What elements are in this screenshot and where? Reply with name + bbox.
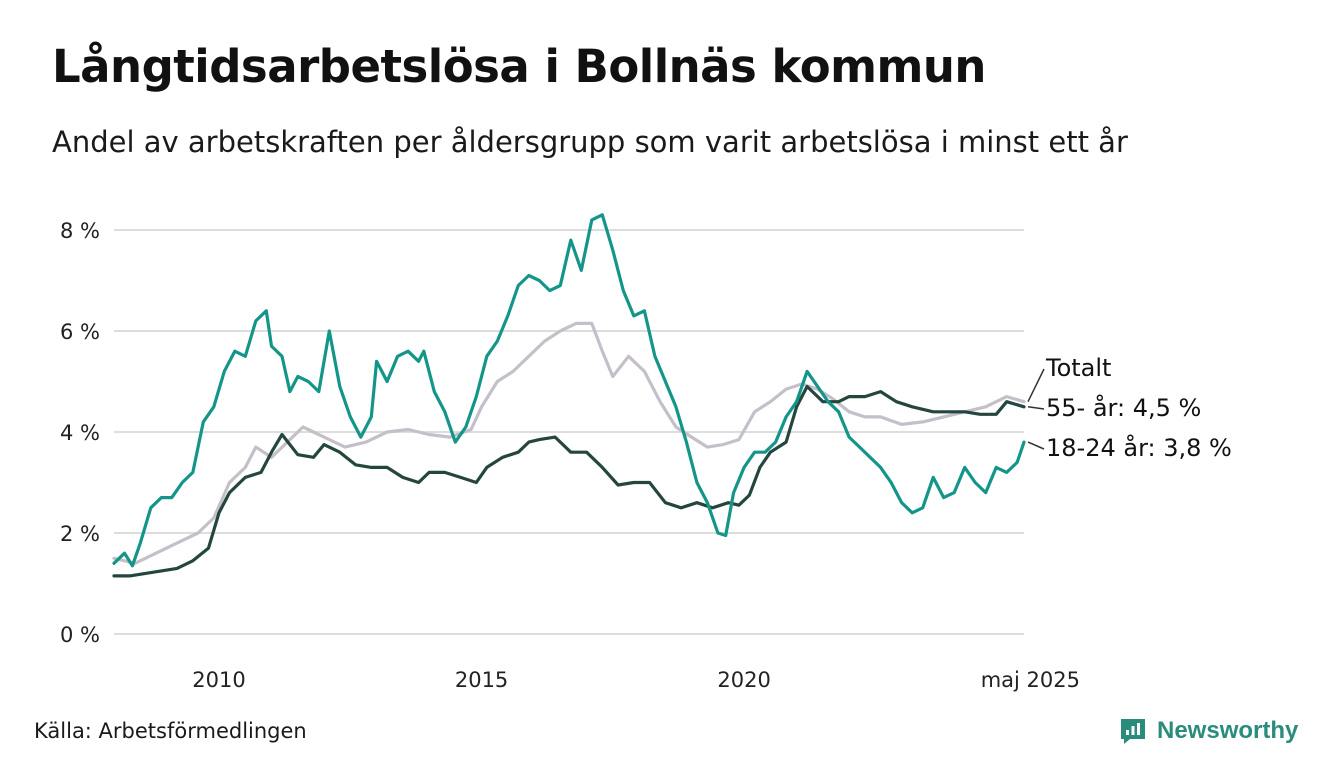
end-labels: Totalt 55- år: 4,5 % 18-24 år: 3,8 % — [1027, 354, 1232, 462]
brand-name: Newsworthy — [1157, 717, 1299, 744]
end-label-totalt: Totalt — [1045, 354, 1111, 382]
chart-subtitle: Andel av arbetskraften per åldersgrupp s… — [52, 125, 1128, 159]
x-axis-ticks: 2010 2015 2020 maj 2025 — [192, 668, 1080, 692]
grid-lines — [114, 229, 1024, 635]
y-tick-label: 0 % — [60, 623, 100, 647]
chart-title: Långtidsarbetslösa i Bollnäs kommun — [52, 40, 986, 93]
y-tick-label: 4 % — [60, 421, 100, 445]
end-label-connector — [1027, 406, 1045, 410]
x-tick-label: 2010 — [192, 668, 245, 692]
x-tick-label: 2015 — [455, 668, 508, 692]
end-label-age55: 55- år: 4,5 % — [1046, 393, 1201, 422]
series-line-totalt — [112, 321, 1026, 565]
end-label-connector — [1027, 368, 1045, 403]
y-tick-label: 6 % — [60, 320, 100, 344]
newsworthy-logo-icon — [1121, 719, 1145, 744]
newsworthy-logo: Newsworthy — [1118, 716, 1298, 746]
source-note: Källa: Arbetsförmedlingen — [34, 719, 307, 743]
x-tick-label: 2020 — [717, 668, 770, 692]
y-tick-label: 2 % — [60, 522, 100, 546]
x-tick-label: maj 2025 — [981, 668, 1080, 692]
end-label-age1824: 18-24 år: 3,8 % — [1046, 433, 1232, 462]
y-tick-label: 8 % — [60, 219, 100, 243]
series-line-age55 — [112, 384, 1026, 578]
end-label-connector — [1027, 441, 1045, 450]
series-line-age1824 — [112, 213, 1026, 568]
series-lines — [112, 213, 1026, 578]
y-axis-ticks: 0 % 2 % 4 % 6 % 8 % — [60, 219, 100, 647]
